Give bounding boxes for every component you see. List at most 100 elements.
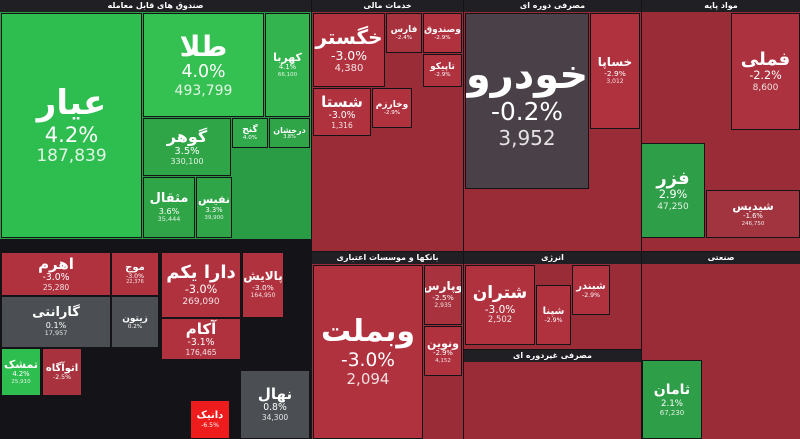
tile-name: خودرو <box>465 52 589 99</box>
tile-change: -3.0% <box>484 303 516 316</box>
tile-change: 3.3% <box>205 205 223 214</box>
tile-price: 164,950 <box>250 291 276 299</box>
tile-name: نهال <box>257 385 293 404</box>
tile-change: -3.0% <box>184 282 218 296</box>
tile-name: موج <box>125 261 145 273</box>
tile-price: 2,094 <box>346 370 390 389</box>
tile: کهربا 4.1% 66,100 <box>265 13 310 117</box>
tile-change: -2.9% <box>544 317 563 325</box>
tile: فارس -2.4% <box>386 13 422 53</box>
tile-price: 39,900 <box>204 214 224 221</box>
tile-price: 330,100 <box>170 157 204 167</box>
tile: دانیک -6.5% <box>190 400 230 439</box>
tile-name: کهربا <box>273 50 302 64</box>
tile-price: 22,376 <box>126 279 144 286</box>
tile-price: 8,600 <box>752 83 779 94</box>
tile-name: دارا یکم <box>166 262 236 284</box>
tile-name: خگستر <box>315 24 383 49</box>
tile-name: زیتون <box>122 313 148 324</box>
tile-change: -2.9% <box>433 349 453 358</box>
tile: موج -3.0% 22,376 <box>111 252 159 296</box>
tile-change: 4.1% <box>278 63 297 72</box>
tile-change: 2.9% <box>658 188 688 202</box>
tile: فملی -2.2% 8,600 <box>731 13 800 130</box>
tile-name: ونوین <box>427 336 459 350</box>
tile: شتران -3.0% 2,502 <box>465 265 535 345</box>
tile-name: آکام <box>185 319 217 338</box>
tile: آکام -3.1% 176,465 <box>161 318 241 360</box>
tile-change: 3.8% <box>283 133 296 140</box>
tile-price: 34,300 <box>261 413 289 423</box>
tile-name: عیار <box>36 83 107 124</box>
tile-price: 25,280 <box>42 282 70 292</box>
tile: ثامان 2.1% 67,230 <box>642 360 702 439</box>
tile: خودرو -0.2% 3,952 <box>465 13 589 189</box>
tile: ونوین -2.9% 4,152 <box>424 326 462 376</box>
sector-title: مصرفی دوره ای <box>464 0 641 12</box>
tile: شپنا -2.9% <box>536 285 571 345</box>
sector: مصرفی غیردوره ای <box>464 350 641 439</box>
tile-price: 1,316 <box>331 120 353 130</box>
tile-name: درخشان <box>273 125 306 135</box>
tile-change: -2.9% <box>383 109 401 116</box>
tile: تمشک 4.2% 25,910 <box>1 348 41 396</box>
tile: شستا -3.0% 1,316 <box>313 88 371 136</box>
tile-change: 2.1% <box>660 398 684 409</box>
tile-change: 4.0% <box>181 62 226 83</box>
tile-change: -3.1% <box>187 336 215 348</box>
tile: درخشان 3.8% <box>269 118 310 148</box>
sector-title: مواد پایه <box>642 0 800 12</box>
tile-name: تمشک <box>4 357 38 371</box>
tile-name: وخارزم <box>375 99 409 110</box>
tile-change: -6.5% <box>201 421 219 429</box>
tile-name: تاپیکو <box>430 62 455 73</box>
tile: زیتون 0.2% <box>111 296 159 348</box>
tile-change: 0.2% <box>127 323 143 330</box>
tile: فزر 2.9% 47,250 <box>641 143 705 238</box>
tile-change: 3.5% <box>174 145 200 157</box>
tile-name: شبندر <box>576 280 606 292</box>
tile-name: طلا <box>179 29 228 63</box>
tile-name: نفیس <box>197 193 231 207</box>
tile-change: -2.4% <box>395 34 413 41</box>
tile-change: -0.2% <box>491 97 563 127</box>
tile-price: 25,910 <box>11 379 31 386</box>
tile-name: شیدیس <box>732 199 774 213</box>
tile: خگستر -3.0% 4,380 <box>313 13 385 87</box>
tile-change: -2.9% <box>604 69 626 79</box>
tile-change: -3.0% <box>126 273 144 281</box>
tile-change: 3.6% <box>158 206 180 216</box>
tile-name: شستا <box>321 92 363 111</box>
tile: وبملت -3.0% 2,094 <box>313 265 423 439</box>
tile-price: 47,250 <box>657 202 689 213</box>
sector-title: مصرفی غیردوره ای <box>464 350 641 362</box>
tile-price: 66,100 <box>277 72 298 79</box>
tile-name: شپنا <box>542 305 565 317</box>
sector-title: انرژی <box>464 252 641 264</box>
tile-change: -3.0% <box>341 349 395 371</box>
tile: اتوآگاه -2.5% <box>42 348 82 396</box>
sector-title: صندوق های قابل معامله <box>0 0 311 12</box>
tile-change: -2.2% <box>749 69 782 83</box>
tile: تاپیکو -2.9% <box>423 54 462 87</box>
tile: وپارس -2.5% 2,935 <box>424 265 462 325</box>
tile: دارا یکم -3.0% 269,090 <box>161 252 241 318</box>
tile-change: 4.2% <box>44 122 99 148</box>
tile-change: -3.0% <box>331 47 367 63</box>
tile-name: اتوآگاه <box>45 362 79 374</box>
tile: پالایش -3.0% 164,950 <box>242 252 284 318</box>
tile-change: -2.9% <box>434 34 451 41</box>
tile: وخارزم -2.9% <box>372 88 412 128</box>
tile-change: -2.9% <box>582 292 600 300</box>
tile: نهال 0.8% 34,300 <box>240 370 310 439</box>
tile: وصندوق -2.9% <box>423 13 462 53</box>
tile: شیدیس -1.6% 246,750 <box>706 190 800 238</box>
tile-price: 4,380 <box>334 62 364 74</box>
tile-name: خساپا <box>597 55 633 70</box>
tile-change: 4.2% <box>12 370 30 379</box>
tile: عیار 4.2% 187,839 <box>1 13 142 238</box>
tile: گارانتی 0.1% 17,957 <box>1 296 111 348</box>
tile-name: فارس <box>390 24 418 35</box>
tile: شبندر -2.9% <box>572 265 610 315</box>
